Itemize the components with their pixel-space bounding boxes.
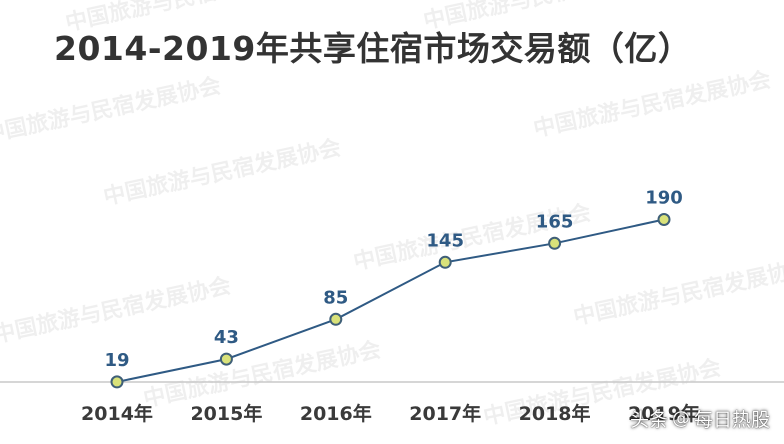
brand-prefix: 头条 [629, 409, 668, 431]
brand-watermark: 头条 @ 每日热股 [630, 405, 770, 432]
data-point [329, 312, 343, 326]
x-tick-label: 2014年 [81, 402, 153, 425]
x-tick-label: 2017年 [409, 402, 481, 425]
data-label: 165 [536, 211, 574, 232]
x-tick-labels: 2014年 2015年 2016年 2017年 2018年 2019年 [81, 402, 700, 425]
data-point [219, 352, 233, 366]
x-tick-label: 2018年 [519, 402, 591, 425]
brand-name: 每日热股 [693, 409, 770, 431]
data-point [110, 375, 124, 389]
data-point [438, 255, 452, 269]
series-line [116, 218, 665, 383]
chart-title: 2014-2019年共享住宿市场交易额（亿） [54, 29, 692, 68]
x-tick-label: 2015年 [190, 402, 262, 425]
x-tick-label: 2016年 [300, 402, 372, 425]
data-label: 43 [214, 327, 239, 348]
data-markers [110, 213, 671, 389]
x-tick-label: 2019年 [628, 402, 700, 425]
data-point [657, 213, 671, 226]
at-icon: @ [671, 408, 690, 429]
data-label: 190 [645, 188, 683, 209]
data-label: 85 [323, 287, 348, 308]
data-label: 19 [104, 350, 129, 371]
data-labels: 19 43 85 145 165 190 [104, 188, 682, 371]
data-point [548, 236, 562, 250]
data-label: 145 [426, 230, 464, 251]
